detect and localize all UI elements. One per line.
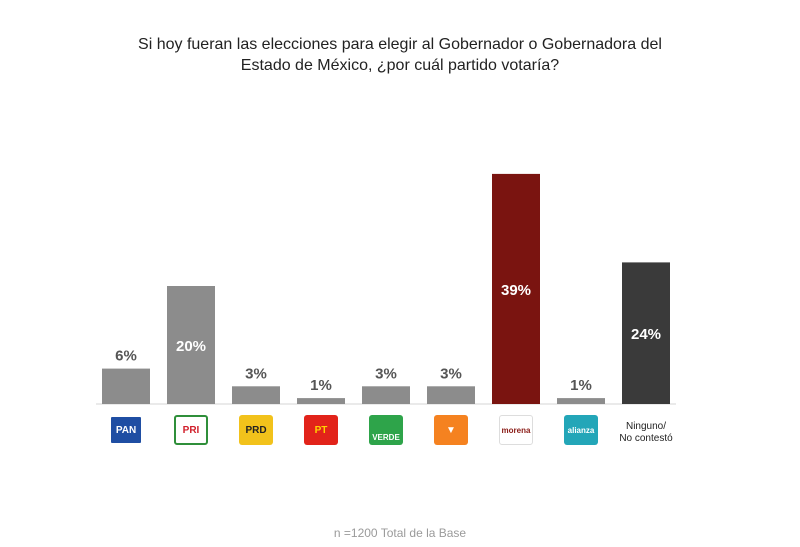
pri-logo: PRI: [174, 415, 208, 445]
ninguno-label: Ninguno/ No contestó: [606, 421, 686, 445]
data-label: 6%: [115, 348, 137, 365]
data-label: 1%: [570, 377, 592, 394]
chart-title-line-1: Si hoy fueran las elecciones para elegir…: [138, 36, 662, 53]
bar-morena: [492, 173, 540, 404]
bar-prd: [232, 386, 280, 404]
pt-logo: PT: [304, 415, 338, 445]
ninguno-label-line-2: No contestó: [619, 433, 673, 444]
ninguno-label-line-1: Ninguno/: [625, 421, 667, 432]
morena-logo: morena: [499, 415, 533, 445]
verde-logo: VERDE: [369, 415, 403, 445]
data-label: 20%: [176, 338, 206, 355]
bar-pri: [167, 286, 215, 404]
data-label: 3%: [375, 365, 397, 382]
bar-mc: [427, 386, 475, 404]
bar-nueva-alianza: [557, 398, 605, 404]
sample-note: n =1200 Total de la Base: [333, 526, 467, 540]
bar-pan: [102, 368, 150, 404]
movimiento-ciudadano-logo: ▼: [434, 415, 468, 445]
nueva-alianza-logo: alianza: [564, 415, 598, 445]
pan-logo: PAN: [109, 415, 143, 445]
data-label: 39%: [501, 282, 531, 299]
data-label: 24%: [631, 326, 661, 343]
data-label: 3%: [245, 365, 267, 382]
bar-pt: [297, 398, 345, 404]
bar-ninguno-no-contest: [622, 262, 670, 404]
data-label: 3%: [440, 365, 462, 382]
bar-verde: [362, 386, 410, 404]
prd-logo: PRD: [239, 415, 273, 445]
chart-title: Si hoy fueran las elecciones para elegir…: [0, 34, 800, 76]
data-label: 1%: [310, 377, 332, 394]
chart-title-line-2: Estado de México, ¿por cuál partido vota…: [240, 57, 560, 74]
